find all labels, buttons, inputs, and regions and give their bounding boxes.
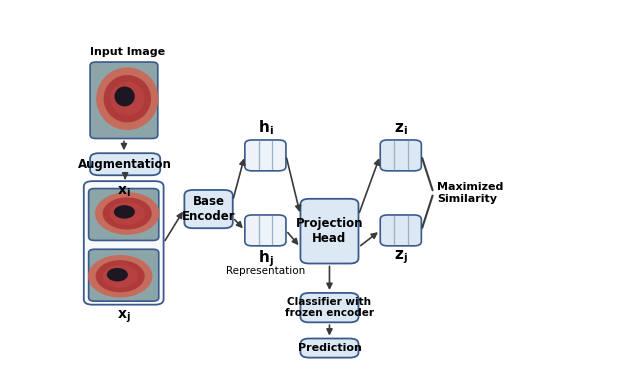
FancyBboxPatch shape (185, 190, 233, 228)
Ellipse shape (107, 268, 128, 282)
Text: Input Image: Input Image (90, 47, 165, 57)
Text: Projection
Head: Projection Head (296, 217, 363, 245)
Ellipse shape (88, 255, 152, 298)
Text: $\mathbf{z_i}$: $\mathbf{z_i}$ (394, 121, 407, 137)
Text: Maximized
Similarity: Maximized Similarity (437, 182, 504, 204)
Text: Base
Encoder: Base Encoder (182, 195, 235, 223)
FancyBboxPatch shape (89, 189, 158, 240)
FancyBboxPatch shape (90, 62, 158, 139)
Ellipse shape (110, 82, 144, 115)
Text: $\mathbf{x_j}$: $\mathbf{x_j}$ (117, 309, 130, 325)
Text: Classifier with
frozen encoder: Classifier with frozen encoder (285, 297, 374, 319)
FancyBboxPatch shape (245, 215, 286, 246)
FancyBboxPatch shape (380, 215, 421, 246)
Ellipse shape (96, 67, 158, 130)
FancyBboxPatch shape (301, 199, 359, 264)
Ellipse shape (103, 197, 152, 230)
Text: Augmentation: Augmentation (78, 158, 172, 171)
Text: $\mathbf{x_i}$: $\mathbf{x_i}$ (117, 185, 130, 199)
Ellipse shape (95, 260, 145, 292)
Ellipse shape (114, 86, 135, 106)
Text: $\mathbf{z_j}$: $\mathbf{z_j}$ (394, 249, 407, 266)
Ellipse shape (114, 205, 135, 219)
FancyBboxPatch shape (89, 249, 158, 301)
Text: $\mathbf{h_i}$: $\mathbf{h_i}$ (258, 118, 273, 137)
FancyBboxPatch shape (245, 140, 286, 171)
FancyBboxPatch shape (380, 140, 421, 171)
FancyBboxPatch shape (301, 293, 359, 322)
FancyBboxPatch shape (90, 153, 160, 175)
Text: Representation: Representation (226, 267, 305, 277)
FancyBboxPatch shape (301, 338, 359, 358)
Text: Prediction: Prediction (298, 343, 361, 353)
Text: $\mathbf{h_j}$: $\mathbf{h_j}$ (258, 249, 273, 269)
Ellipse shape (95, 192, 160, 235)
Ellipse shape (110, 202, 145, 225)
Ellipse shape (103, 265, 138, 288)
FancyBboxPatch shape (84, 181, 163, 305)
Ellipse shape (104, 75, 151, 123)
